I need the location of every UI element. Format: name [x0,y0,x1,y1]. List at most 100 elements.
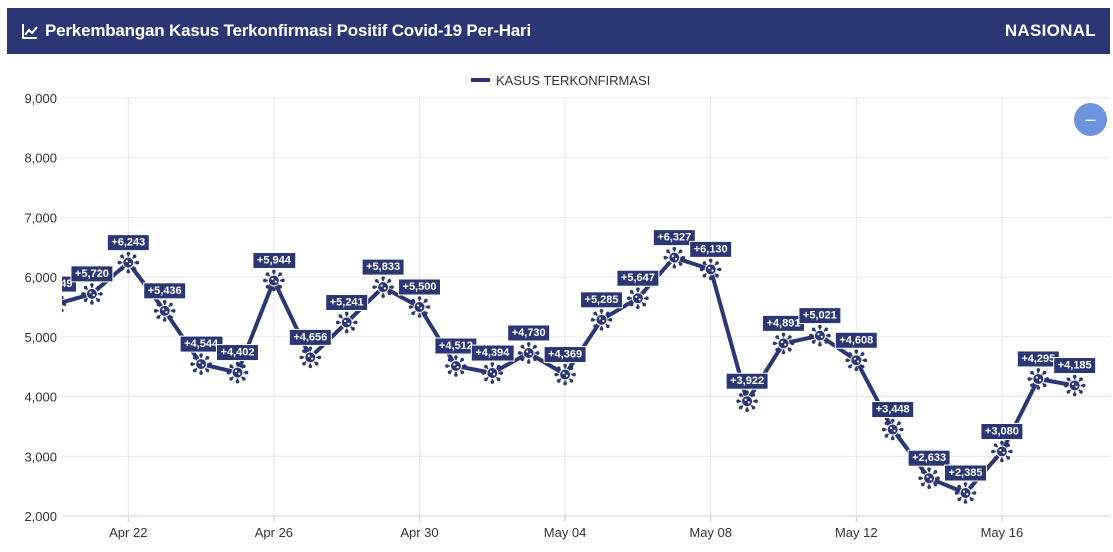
data-label-text: +4,185 [1058,360,1092,372]
data-label-text: +6,243 [111,237,145,249]
y-tick-label: 4,000 [24,390,57,405]
data-label-text: +5,720 [75,268,109,280]
data-label: +4,402 [216,344,259,362]
y-tick-label: 9,000 [24,91,57,106]
data-label: +3,922 [725,372,769,390]
y-tick-label: 6,000 [24,270,57,285]
virus-marker-icon [699,258,722,281]
data-label-text: +4,730 [512,327,546,339]
virus-marker-icon [881,418,904,441]
header-left: Perkembangan Kasus Terkonfirmasi Positif… [21,21,531,41]
data-label-text: +3,080 [985,426,1019,438]
virus-marker-icon [554,363,576,386]
data-label-text: +4,295 [1021,353,1055,365]
data-label: +6,327 [652,229,696,247]
virus-marker-icon [736,390,758,413]
x-tick-label: May 16 [981,525,1024,540]
data-label: +6,130 [689,240,733,258]
virus-marker-icon [809,324,831,347]
line-chart: 2,000 3,000 4,000 5,000 6,000 7,000 8,000 9,000… [24,73,1110,540]
x-tick-label: May 08 [689,525,732,540]
chart-header: Perkembangan Kasus Terkonfirmasi Positif… [7,8,1110,54]
data-label-text: +5,833 [366,261,400,273]
data-label-text: +5,647 [621,272,655,284]
virus-marker-icon [991,440,1013,463]
data-label: +4,730 [507,324,551,342]
data-label: +4,656 [288,328,332,346]
virus-marker-icon [1063,374,1086,397]
data-label: +2,385 [944,464,987,482]
data-label: +5,944 [252,251,297,269]
zoom-out-button[interactable]: – [1074,103,1107,136]
virus-marker-icon [81,283,103,305]
y-tick-label: 2,000 [24,509,57,524]
data-label-text: +2,385 [949,467,983,479]
data-label-text: +5,549 [39,278,73,290]
data-label: +5,720 [70,265,114,283]
data-label: +4,512 [434,337,478,355]
data-label: +5,647 [616,269,660,287]
virus-marker-icon [1027,368,1050,390]
data-label: +5,285 [580,291,623,309]
virus-marker-icon [153,300,176,322]
data-label: +4,608 [834,331,878,349]
x-tick-label: May 12 [835,525,878,540]
legend: KASUS TERKONFIRMASI [471,73,650,88]
data-label: +5,241 [325,293,369,311]
data-label: +3,448 [871,401,915,419]
data-label: +5,500 [398,278,441,296]
virus-marker-icon [954,482,977,504]
data-label-text: +5,944 [257,254,292,266]
data-label-text: +5,241 [330,296,364,308]
data-label-text: +4,394 [475,347,510,359]
virus-marker-icon [772,332,795,355]
legend-label: KASUS TERKONFIRMASI [496,73,650,88]
virus-marker-icon [226,361,249,384]
data-label-text: +4,544 [184,338,219,350]
data-label: +6,243 [106,234,150,252]
virus-marker-icon [117,251,140,274]
x-tick-label: Apr 30 [400,525,438,540]
virus-marker-icon [845,349,868,372]
virus-marker-icon [299,346,322,369]
data-label: +4,394 [470,344,515,362]
y-tick-label: 3,000 [24,449,57,464]
data-label: +4,185 [1053,357,1097,375]
y-tick-label: 8,000 [24,151,57,166]
data-label-text: +4,402 [221,347,255,359]
data-label-text: +4,512 [439,340,473,352]
data-label-text: +5,436 [148,285,182,297]
virus-marker-icon [372,276,394,298]
virus-marker-icon [481,362,504,384]
data-label-text: +6,130 [694,243,728,255]
data-label-text: +2,633 [912,452,946,464]
data-label-text: +3,922 [730,375,764,387]
virus-marker-icon [408,296,431,318]
data-label: +5,833 [361,258,405,276]
y-tick-label: 7,000 [24,210,57,225]
virus-marker-icon [627,287,649,310]
virus-marker-icon [190,353,212,375]
x-tick-label: Apr 22 [109,525,147,540]
data-label: +4,369 [543,346,587,364]
virus-marker-icon [918,467,940,490]
data-label-text: +5,500 [403,281,437,293]
data-label-text: +5,285 [585,294,619,306]
data-label-text: +4,608 [839,334,873,346]
data-label: +4,891 [762,314,805,332]
virus-marker-icon [663,246,686,269]
virus-marker-icon [517,342,540,364]
scope-label: NASIONAL [1004,21,1096,40]
virus-marker-icon [62,295,67,313]
virus-marker-icon [590,309,613,331]
x-tick-label: Apr 26 [255,525,293,540]
data-label: +3,080 [980,423,1024,441]
y-tick-label: 5,000 [24,330,57,345]
virus-marker-icon [263,269,285,292]
line-chart-icon [22,24,38,39]
virus-marker-icon [445,355,467,377]
plot-area: +5,549+5,720 +6,243 +5,436 +4,544+4,402 +5,9… [39,229,1097,504]
chart-title: Perkembangan Kasus Terkonfirmasi Positif… [45,21,531,40]
data-label: +4,544 [179,335,224,353]
data-label: +4,295 [1016,350,1060,368]
